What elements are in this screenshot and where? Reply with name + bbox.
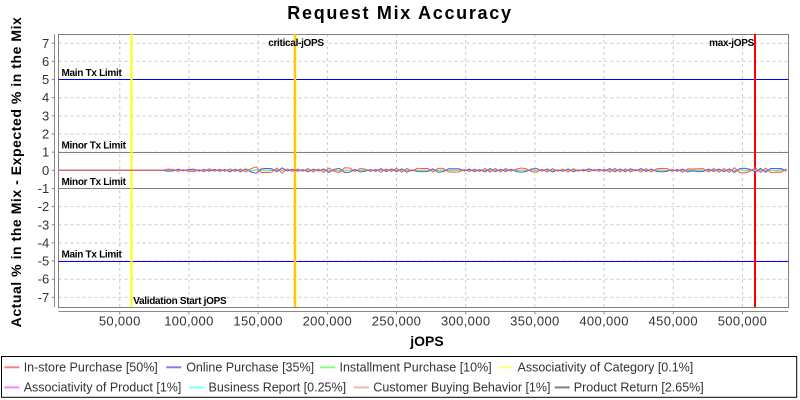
svg-text:500,000: 500,000 bbox=[718, 313, 767, 328]
svg-text:Main Tx Limit: Main Tx Limit bbox=[62, 250, 123, 261]
svg-text:7: 7 bbox=[42, 36, 49, 51]
svg-text:250,000: 250,000 bbox=[372, 313, 421, 328]
svg-text:50,000: 50,000 bbox=[99, 313, 141, 328]
svg-text:300,000: 300,000 bbox=[441, 313, 490, 328]
svg-text:max-jOPS: max-jOPS bbox=[709, 38, 754, 49]
svg-text:-3: -3 bbox=[38, 217, 50, 232]
svg-text:-7: -7 bbox=[38, 290, 50, 305]
svg-text:-4: -4 bbox=[38, 235, 50, 250]
svg-text:-2: -2 bbox=[38, 199, 50, 214]
svg-text:Minor Tx Limit: Minor Tx Limit bbox=[62, 177, 127, 188]
svg-text:Product Return [2.65%]: Product Return [2.65%] bbox=[574, 381, 704, 395]
svg-text:2: 2 bbox=[42, 127, 49, 142]
svg-text:In-store Purchase [50%]: In-store Purchase [50%] bbox=[24, 361, 158, 375]
svg-text:Validation Start jOPS: Validation Start jOPS bbox=[133, 296, 227, 307]
svg-text:100,000: 100,000 bbox=[164, 313, 213, 328]
svg-text:Customer Buying Behavior [1%]: Customer Buying Behavior [1%] bbox=[373, 381, 550, 395]
svg-text:Actual % in the Mix - Expected: Actual % in the Mix - Expected % in the … bbox=[8, 17, 24, 328]
svg-text:150,000: 150,000 bbox=[233, 313, 282, 328]
svg-text:450,000: 450,000 bbox=[649, 313, 698, 328]
svg-text:Installment Purchase [10%]: Installment Purchase [10%] bbox=[340, 361, 492, 375]
svg-text:jOPS: jOPS bbox=[409, 333, 443, 349]
svg-text:1: 1 bbox=[42, 145, 49, 160]
svg-text:Business Report [0.25%]: Business Report [0.25%] bbox=[209, 381, 347, 395]
svg-text:-5: -5 bbox=[38, 254, 50, 269]
svg-text:4: 4 bbox=[42, 90, 49, 105]
svg-text:350,000: 350,000 bbox=[510, 313, 559, 328]
svg-text:Associativity of Product [1%]: Associativity of Product [1%] bbox=[24, 381, 182, 395]
svg-text:critical-jOPS: critical-jOPS bbox=[268, 38, 324, 49]
svg-text:Main Tx Limit: Main Tx Limit bbox=[62, 68, 123, 79]
svg-text:0: 0 bbox=[42, 163, 49, 178]
svg-text:6: 6 bbox=[42, 54, 49, 69]
svg-text:Minor Tx Limit: Minor Tx Limit bbox=[62, 141, 127, 152]
svg-text:3: 3 bbox=[42, 108, 49, 123]
svg-text:5: 5 bbox=[42, 72, 49, 87]
svg-text:Associativity of Category [0.1: Associativity of Category [0.1%] bbox=[518, 361, 694, 375]
svg-text:-6: -6 bbox=[38, 272, 50, 287]
svg-text:-1: -1 bbox=[38, 181, 50, 196]
svg-text:200,000: 200,000 bbox=[303, 313, 352, 328]
svg-text:Request Mix Accuracy: Request Mix Accuracy bbox=[287, 3, 512, 23]
svg-text:400,000: 400,000 bbox=[579, 313, 628, 328]
svg-text:Online Purchase [35%]: Online Purchase [35%] bbox=[186, 361, 314, 375]
